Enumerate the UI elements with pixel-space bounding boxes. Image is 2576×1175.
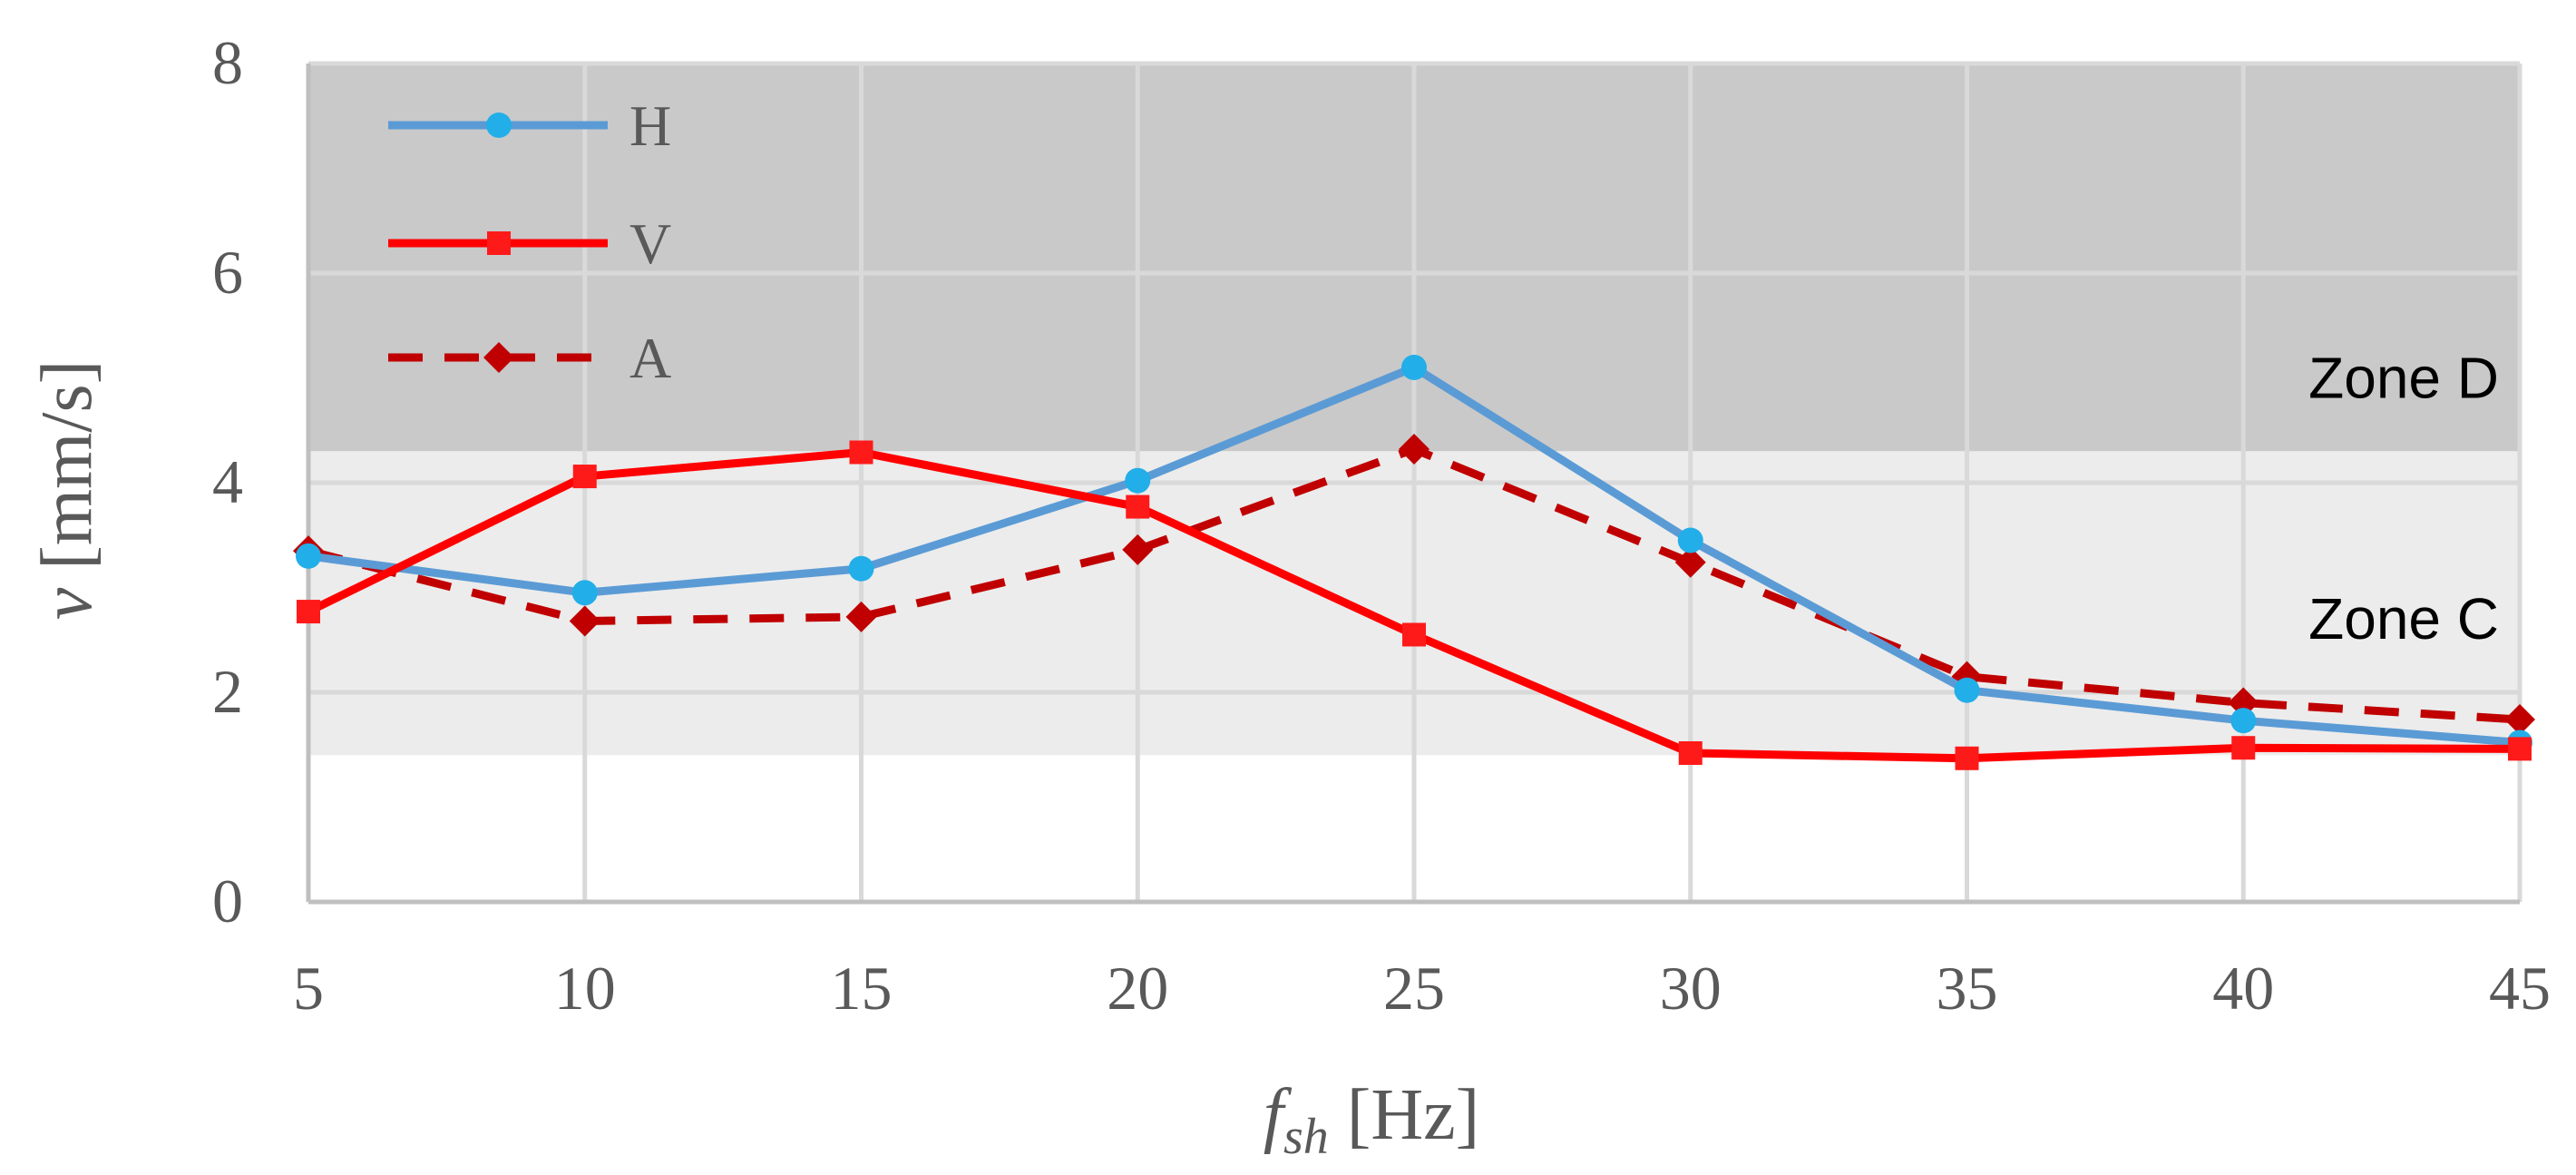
legend-label-A: A — [629, 326, 671, 390]
y-axis-label: v [mm/s] — [27, 360, 107, 621]
y-tick-label-3: 6 — [212, 238, 243, 307]
zone-labels: Zone D Zone C — [2308, 346, 2499, 652]
zone-label-1: Zone D — [2308, 346, 2499, 411]
data-point-A-25 — [1399, 434, 1429, 465]
data-point-H-10 — [571, 580, 598, 606]
data-point-V-30 — [1678, 740, 1703, 765]
y-axis-label-unit: [mm/s] — [27, 360, 107, 588]
legend-marker-A — [483, 342, 514, 373]
x-tick-label-8: 45 — [2489, 954, 2551, 1023]
y-tick-label-4: 8 — [212, 28, 243, 97]
legend-marker-V — [487, 231, 511, 255]
x-axis-label-subscript: sh — [1283, 1109, 1329, 1165]
x-tick-label-3: 20 — [1107, 954, 1168, 1023]
data-point-V-5 — [297, 600, 320, 624]
x-tick-label-1: 10 — [554, 954, 616, 1023]
data-point-H-5 — [296, 543, 321, 569]
legend-marker-H — [486, 113, 512, 138]
data-point-V-40 — [2231, 736, 2256, 760]
data-point-H-35 — [1954, 677, 1980, 703]
data-point-V-10 — [572, 465, 597, 489]
x-axis-label-unit: [Hz] — [1329, 1075, 1480, 1155]
series-V — [297, 440, 2532, 770]
data-point-V-35 — [1955, 746, 1979, 770]
data-point-V-25 — [1402, 622, 1426, 647]
data-point-A-45 — [2504, 704, 2535, 736]
data-point-V-45 — [2508, 737, 2532, 761]
data-point-A-15 — [845, 601, 877, 632]
data-point-A-40 — [2228, 687, 2259, 719]
data-point-H-40 — [2230, 708, 2257, 734]
y-tick-label-0: 0 — [212, 867, 243, 935]
x-tick-labels: 5 10 15 20 25 30 35 40 45 — [293, 954, 2551, 1023]
data-point-H-30 — [1677, 527, 1703, 553]
y-tick-label-2: 4 — [212, 447, 243, 516]
series-layer — [293, 354, 2535, 770]
data-point-H-25 — [1401, 354, 1427, 380]
data-point-H-15 — [848, 555, 874, 582]
series-H — [296, 354, 2532, 756]
legend-label-H: H — [629, 93, 671, 158]
x-tick-label-2: 15 — [831, 954, 893, 1023]
x-tick-label-0: 5 — [293, 954, 324, 1023]
data-point-H-20 — [1125, 467, 1151, 494]
y-tick-labels: 0 2 4 6 8 — [212, 28, 243, 935]
data-point-V-20 — [1126, 494, 1150, 519]
data-point-A-30 — [1674, 546, 1706, 578]
x-tick-label-6: 35 — [1937, 954, 1998, 1023]
x-tick-label-7: 40 — [2212, 954, 2274, 1023]
legend: HVA — [388, 93, 671, 390]
legend-item-A: A — [388, 326, 671, 390]
x-tick-label-5: 30 — [1660, 954, 1722, 1023]
y-axis-label-main: v — [27, 587, 107, 620]
data-point-A-10 — [569, 605, 600, 637]
x-axis-label: fsh [Hz] — [1264, 1075, 1480, 1165]
legend-label-V: V — [629, 211, 671, 276]
data-point-V-15 — [849, 440, 873, 465]
legend-item-H: H — [388, 93, 671, 158]
legend-item-V: V — [388, 211, 671, 276]
zone-label-2: Zone C — [2308, 586, 2499, 651]
y-tick-label-1: 2 — [212, 657, 243, 726]
x-tick-label-4: 25 — [1383, 954, 1445, 1023]
data-point-A-20 — [1122, 534, 1154, 565]
